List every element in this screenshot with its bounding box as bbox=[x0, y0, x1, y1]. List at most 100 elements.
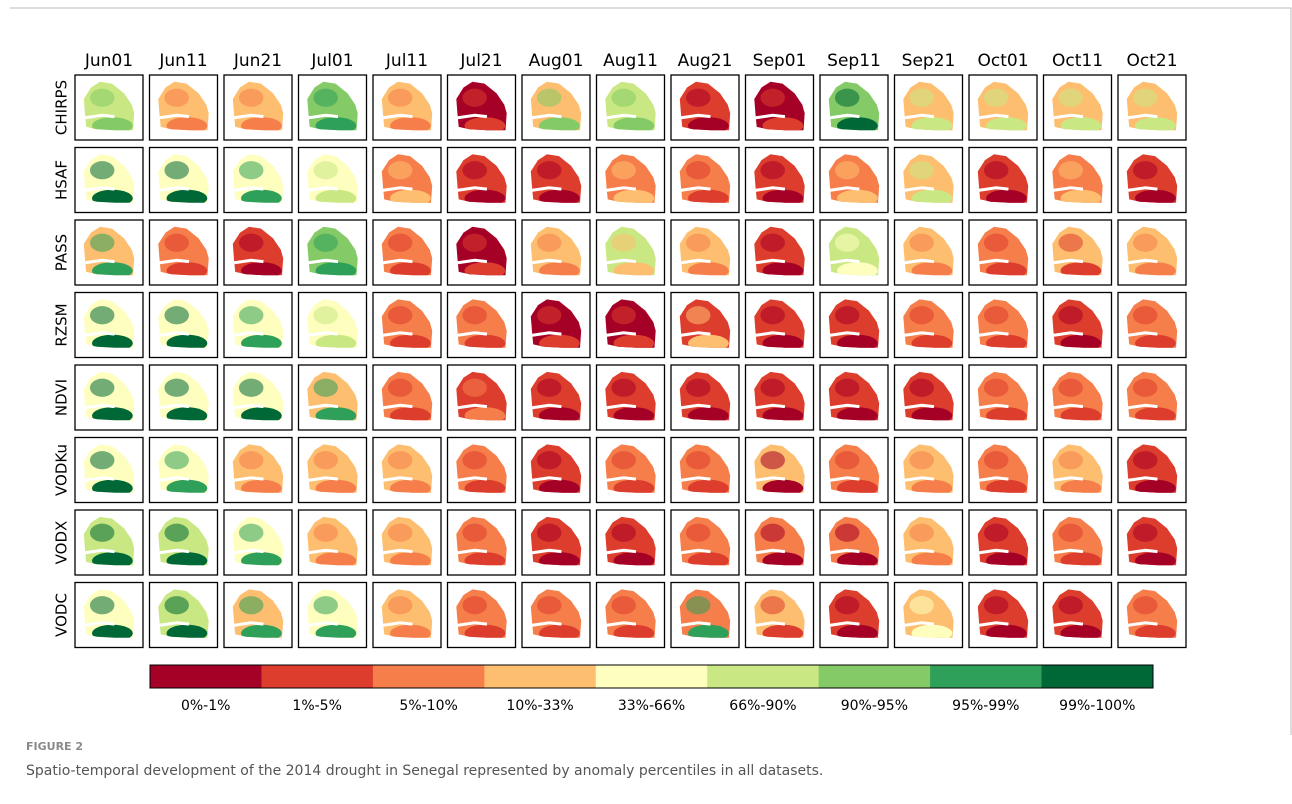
panel-border bbox=[223, 509, 293, 576]
panel-border bbox=[372, 509, 442, 576]
panel-border bbox=[1042, 74, 1113, 141]
gambia-gap bbox=[829, 403, 860, 410]
map-patch bbox=[909, 233, 934, 252]
map-patch bbox=[688, 624, 729, 638]
panel-border bbox=[74, 146, 144, 214]
map-panel bbox=[1117, 291, 1187, 359]
map-panel bbox=[595, 291, 666, 359]
gambia-gap bbox=[158, 113, 190, 120]
map-patch bbox=[613, 262, 655, 276]
gambia-gap bbox=[605, 403, 637, 410]
map-patch bbox=[909, 378, 934, 397]
map-patch bbox=[1060, 334, 1102, 348]
map-patch bbox=[92, 189, 133, 203]
gambia-gap bbox=[382, 548, 413, 555]
gambia-gap bbox=[978, 186, 1009, 192]
map-patch bbox=[462, 451, 487, 470]
gambia-gap bbox=[605, 621, 637, 627]
gambia-gap bbox=[754, 548, 786, 555]
map-patch bbox=[164, 88, 189, 107]
gambia-gap bbox=[1127, 258, 1158, 265]
map-patch bbox=[909, 451, 934, 470]
gambia-gap bbox=[605, 476, 637, 482]
panel-border bbox=[74, 291, 144, 359]
map-patch bbox=[1132, 88, 1158, 107]
map-panel bbox=[1117, 509, 1187, 576]
map-panel bbox=[1117, 146, 1187, 214]
map-panel bbox=[744, 364, 815, 431]
map-panel bbox=[595, 146, 666, 214]
map-patch bbox=[462, 378, 487, 397]
panel-border bbox=[521, 581, 591, 649]
map-patch bbox=[315, 117, 357, 131]
gambia-gap bbox=[903, 548, 935, 555]
map-patch bbox=[390, 262, 431, 276]
gambia-gap bbox=[456, 258, 488, 265]
map-panel bbox=[819, 291, 889, 359]
panel-border bbox=[968, 219, 1038, 286]
gambia-gap bbox=[978, 621, 1009, 627]
map-patch bbox=[92, 624, 133, 638]
map-panel bbox=[1042, 146, 1113, 214]
gambia-gap bbox=[1052, 548, 1084, 555]
panel-border bbox=[819, 146, 889, 214]
map-patch bbox=[911, 479, 953, 493]
map-patch bbox=[315, 479, 357, 493]
panel-border bbox=[744, 291, 815, 359]
map-patch bbox=[536, 233, 562, 252]
map-patch bbox=[837, 407, 878, 421]
panel-border bbox=[1117, 436, 1187, 504]
map-panel bbox=[74, 74, 144, 141]
map-patch bbox=[1058, 523, 1083, 542]
map-patch bbox=[611, 233, 636, 252]
colorbar-label: 10%-33% bbox=[506, 698, 573, 714]
map-panel bbox=[1117, 219, 1187, 286]
map-patch bbox=[909, 523, 934, 542]
map-patch bbox=[92, 407, 133, 421]
panel-border bbox=[744, 509, 815, 576]
map-patch bbox=[837, 189, 878, 203]
map-patch bbox=[315, 407, 357, 421]
map-patch bbox=[834, 306, 860, 325]
map-patch bbox=[613, 117, 655, 131]
map-panel bbox=[670, 146, 740, 214]
map-patch bbox=[983, 88, 1009, 107]
map-panel bbox=[595, 364, 666, 431]
map-panel bbox=[968, 581, 1038, 649]
map-panel bbox=[1042, 436, 1113, 504]
map-patch bbox=[1132, 451, 1158, 470]
colorbar-segment bbox=[595, 665, 708, 688]
panel-border bbox=[968, 364, 1038, 431]
map-patch bbox=[834, 88, 860, 107]
map-patch bbox=[464, 334, 506, 348]
map-patch bbox=[92, 334, 133, 348]
map-panel bbox=[595, 581, 666, 649]
map-patch bbox=[834, 451, 860, 470]
map-patch bbox=[611, 451, 636, 470]
map-panel bbox=[893, 74, 964, 141]
map-patch bbox=[390, 407, 431, 421]
gambia-gap bbox=[605, 186, 637, 192]
panel-border bbox=[74, 509, 144, 576]
map-panel bbox=[223, 581, 293, 649]
map-panel bbox=[372, 364, 442, 431]
gambia-gap bbox=[1127, 331, 1158, 337]
map-patch bbox=[611, 88, 636, 107]
map-patch bbox=[1060, 189, 1102, 203]
map-panel bbox=[1117, 74, 1187, 141]
map-patch bbox=[837, 117, 878, 131]
map-patch bbox=[539, 479, 580, 493]
map-panel bbox=[595, 436, 666, 504]
panel-border bbox=[1042, 291, 1113, 359]
column-label: Oct01 bbox=[977, 51, 1028, 71]
map-patch bbox=[166, 189, 208, 203]
map-patch bbox=[387, 596, 413, 615]
map-panel bbox=[446, 291, 517, 359]
map-patch bbox=[238, 596, 264, 615]
map-panel bbox=[521, 436, 591, 504]
map-patch bbox=[241, 189, 282, 203]
panel-border bbox=[521, 219, 591, 286]
panel-border bbox=[297, 291, 368, 359]
panel-border bbox=[74, 581, 144, 649]
